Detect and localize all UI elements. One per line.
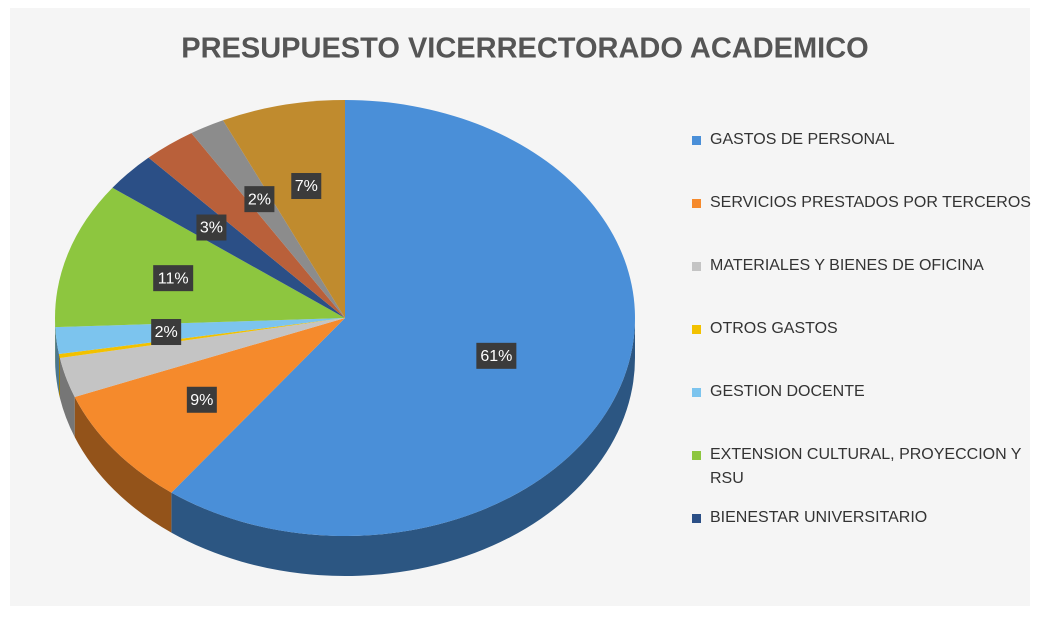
legend: GASTOS DE PERSONAL SERVICIOS PRESTADOS PO… — [692, 128, 1032, 569]
legend-swatch — [692, 325, 701, 334]
legend-label: GESTION DOCENTE — [710, 383, 865, 400]
legend-label: OTROS GASTOS — [710, 320, 838, 337]
label-bg — [291, 173, 322, 200]
slice-side — [171, 318, 635, 576]
slice-side — [74, 396, 172, 533]
legend-item: OTROS GASTOS — [692, 317, 1032, 380]
slice-side — [55, 327, 59, 395]
slice — [55, 187, 345, 328]
data-label: 9% — [190, 392, 213, 409]
slice — [191, 120, 345, 318]
legend-item: EXTENSION CULTURAL, PROYECCION Y RSU — [692, 443, 1032, 506]
label-bg — [151, 319, 182, 346]
legend-label: BIENESTAR UNIVERSITARIO — [710, 509, 928, 526]
data-label: 61% — [480, 348, 512, 365]
slice — [59, 318, 346, 397]
legend-label: GASTOS DE PERSONAL — [710, 131, 895, 148]
data-label: 3% — [200, 220, 223, 237]
label-bg — [153, 265, 194, 292]
legend-item: BIENESTAR UNIVERSITARIO — [692, 506, 1032, 569]
legend-swatch — [692, 262, 701, 271]
data-label: 11% — [158, 270, 189, 287]
label-bg — [196, 214, 227, 241]
legend-item: GESTION DOCENTE — [692, 380, 1032, 443]
label-bg — [244, 186, 275, 213]
slice — [223, 100, 345, 318]
legend-label: MATERIALES Y BIENES DE OFICINA — [710, 257, 984, 274]
legend-swatch — [692, 514, 701, 523]
legend-swatch — [692, 136, 701, 145]
legend-swatch — [692, 388, 701, 397]
legend-swatch — [692, 451, 701, 460]
data-label: 2% — [248, 191, 271, 208]
legend-label: EXTENSION CULTURAL, PROYECCION Y RSU — [710, 446, 1022, 487]
legend-label: SERVICIOS PRESTADOS POR TERCEROS — [710, 194, 1031, 211]
slice-side — [58, 354, 60, 398]
slice — [55, 318, 346, 355]
chart-title: PRESUPUESTO VICERRECTORADO ACADEMICO — [181, 33, 869, 65]
legend-item: SERVICIOS PRESTADOS POR TERCEROS — [692, 191, 1032, 254]
slice — [112, 157, 345, 318]
data-label: 2% — [155, 324, 178, 341]
legend-item: MATERIALES Y BIENES DE OFICINA — [692, 254, 1032, 317]
slice-side — [59, 357, 75, 437]
slice — [58, 318, 345, 358]
legend-swatch — [692, 199, 701, 208]
slice — [171, 100, 636, 537]
label-bg — [186, 386, 217, 413]
slice — [148, 133, 345, 318]
data-label: 7% — [295, 178, 318, 195]
legend-item: GASTOS DE PERSONAL — [692, 128, 1032, 191]
label-bg — [476, 342, 517, 369]
